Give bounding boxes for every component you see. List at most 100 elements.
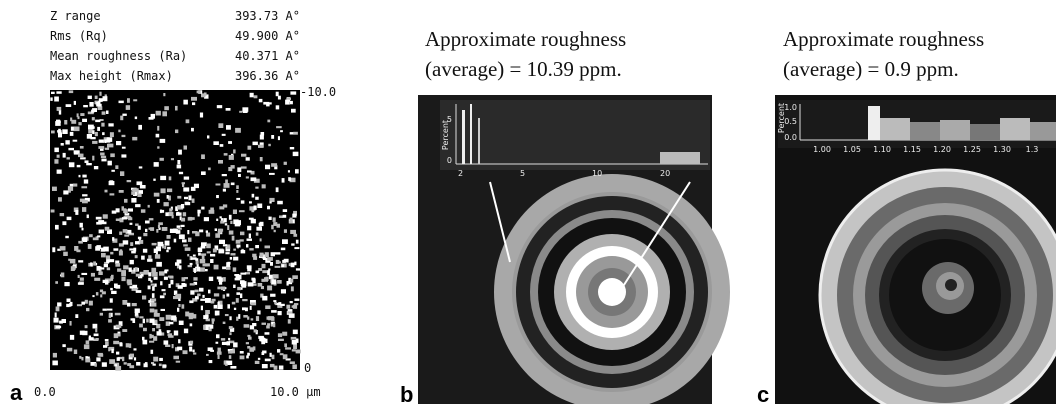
speckle: [238, 314, 241, 319]
speckle: [260, 293, 264, 298]
speckle: [252, 278, 256, 284]
speckle: [110, 153, 115, 158]
speckle: [202, 294, 205, 298]
speckle: [250, 302, 257, 306]
speckle: [273, 322, 276, 328]
speckle: [131, 287, 138, 291]
speckle: [184, 196, 188, 200]
speckle: [156, 229, 159, 233]
speckle: [206, 243, 211, 249]
speckle: [247, 334, 251, 337]
speckle: [137, 225, 141, 230]
speckle: [249, 206, 254, 211]
speckle: [78, 174, 81, 178]
speckle: [133, 247, 137, 252]
speckle: [149, 318, 155, 323]
speckle: [165, 344, 171, 347]
speckle: [107, 143, 114, 148]
speckle: [227, 225, 230, 230]
speckle: [176, 164, 182, 169]
speckle: [182, 183, 185, 187]
speckle: [228, 230, 234, 235]
speckle: [157, 125, 160, 131]
speckle: [159, 357, 163, 361]
speckle: [295, 268, 302, 271]
speckle: [55, 224, 59, 230]
speckle: [228, 214, 232, 220]
speckle: [240, 281, 247, 286]
speckle: [101, 158, 107, 162]
speckle: [56, 154, 60, 158]
speckle: [129, 353, 134, 358]
speckle: [165, 212, 169, 217]
speckle: [82, 194, 88, 197]
speckle: [168, 211, 174, 217]
speckle: [95, 327, 98, 333]
speckle: [246, 238, 252, 241]
speckle: [208, 360, 213, 364]
speckle: [292, 151, 299, 157]
speckle: [121, 206, 124, 211]
speckle: [131, 250, 136, 254]
speckle: [98, 271, 103, 275]
speckle: [253, 256, 258, 260]
speckle: [87, 95, 92, 99]
speckle: [73, 126, 80, 132]
speckle: [106, 267, 111, 271]
speckle: [103, 345, 108, 348]
speckle: [123, 265, 129, 270]
speckle: [250, 218, 256, 224]
speckle: [140, 272, 144, 277]
speckle: [122, 240, 129, 245]
speckle: [217, 286, 221, 290]
speckle: [135, 223, 139, 226]
speckle: [280, 130, 283, 133]
speckle: [267, 119, 271, 123]
speckle: [152, 328, 155, 332]
x-tick: 1.30: [993, 145, 1011, 154]
speckle: [78, 153, 84, 158]
x-tick: 1.25: [963, 145, 981, 154]
speckle: [229, 327, 235, 332]
hist-bar: [1030, 122, 1056, 140]
speckle: [218, 249, 225, 254]
speckle: [101, 253, 106, 258]
speckle: [59, 246, 66, 251]
speckle: [287, 319, 291, 324]
speckle: [241, 153, 247, 157]
speckle: [171, 315, 177, 321]
speckle: [116, 351, 120, 355]
speckle: [269, 172, 275, 175]
speckle: [201, 242, 207, 246]
speckle: [99, 266, 102, 269]
speckle: [176, 263, 180, 269]
speckle: [169, 228, 174, 233]
speckle: [103, 263, 108, 268]
speckle: [222, 321, 226, 324]
speckle: [77, 274, 80, 278]
speckle: [247, 346, 251, 349]
speckle: [123, 208, 127, 214]
speckle: [253, 205, 257, 210]
speckle: [237, 167, 242, 173]
speckle: [62, 221, 67, 226]
speckle: [166, 330, 170, 334]
speckle: [267, 205, 270, 210]
speckle: [220, 218, 224, 221]
speckle: [76, 249, 81, 253]
speckle: [265, 338, 268, 343]
speckle: [92, 323, 98, 329]
speckle: [88, 335, 91, 339]
speckle: [81, 237, 88, 242]
speckle: [278, 365, 284, 370]
speckle: [223, 277, 226, 282]
speckle: [199, 258, 206, 264]
speckle: [122, 113, 127, 116]
panel-label: b: [400, 382, 413, 404]
speckle: [261, 364, 268, 369]
speckle: [98, 98, 103, 102]
speckle: [66, 298, 71, 302]
speckle: [292, 213, 297, 218]
speckle: [217, 347, 221, 352]
speckle: [154, 309, 158, 314]
